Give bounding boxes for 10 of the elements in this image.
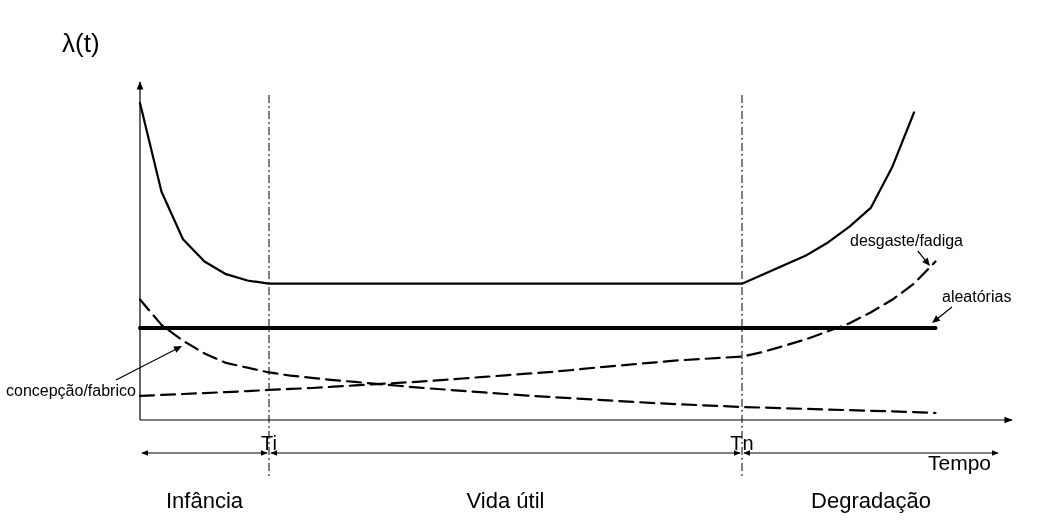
- text: Vida útil: [466, 488, 545, 513]
- x-tick-label: Ti: [261, 432, 277, 454]
- text: Infância: [165, 488, 244, 513]
- series-label: aleatórias: [942, 288, 1012, 305]
- x-axis-title: Tempo: [928, 451, 992, 474]
- series-label: desgaste/fadiga: [850, 232, 964, 249]
- y-axis-title: λ(t): [62, 28, 100, 58]
- x-tick-label: Tn: [730, 432, 754, 454]
- legend-label: concepção/fabrico: [6, 382, 136, 399]
- text: Degradação: [811, 488, 931, 513]
